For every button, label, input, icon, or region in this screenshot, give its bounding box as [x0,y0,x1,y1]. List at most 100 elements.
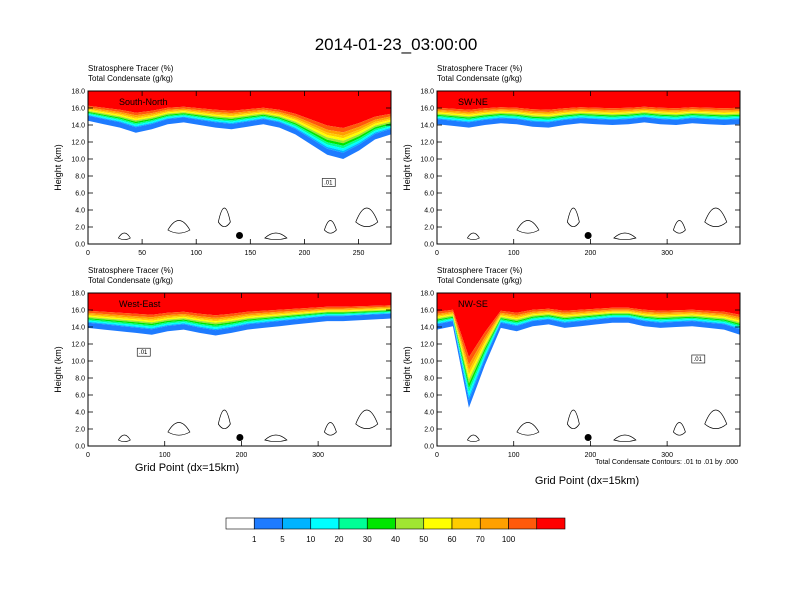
y-tick-label: 12.0 [420,140,434,147]
tracer-band-1 [437,293,740,358]
panel-subtitle-tracer: Stratosphere Tracer (%) [437,64,523,73]
y-tick-label: 18.0 [420,291,434,298]
condensate-contour [355,207,379,228]
x-tick-label: 100 [508,250,520,257]
y-tick-label: 10.0 [71,359,85,366]
condensate-contour [466,232,480,241]
x-tick-label: 50 [138,250,146,257]
x-tick-label: 100 [159,452,171,459]
colorbar-swatch [451,517,481,530]
condensate-contours [466,207,728,241]
plot-frame [436,292,741,447]
tracer-band-10 [88,115,391,153]
contour-label: .01 [139,350,148,356]
tracer-band-4 [88,108,391,139]
panel-subtitle-tracer: Stratosphere Tracer (%) [437,266,523,275]
y-tick-label: 4.0 [424,208,434,215]
tracer-field [88,293,391,336]
condensate-contour [673,422,686,436]
panel-1: 0.0 2.0 4.0 6.0 8.0 10.0 12.0 14.0 16.0 18.0 0 50 10… [53,64,392,257]
plot-frame [436,90,741,245]
x-axis-label-left: Grid Point (dx=15km) [135,462,239,474]
panel-subtitle-condensate: Total Condensate (g/kg) [437,276,522,285]
panel-3: 0.0 2.0 4.0 6.0 8.0 10.0 12.0 14.0 16.0 18.0 0 100 2… [53,266,392,459]
x-tick-label: 100 [190,250,202,257]
location-marker [236,232,243,239]
y-tick-label: 4.0 [75,208,85,215]
colorbar-label: 60 [448,535,457,544]
panel-direction-label: South-North [119,97,168,107]
contour-label-box [321,178,336,187]
condensate-contour [613,434,637,443]
y-tick-label: 14.0 [71,123,85,130]
y-tick-label: 0.0 [424,242,434,249]
panel-2: 0.0 2.0 4.0 6.0 8.0 10.0 12.0 14.0 16.0 18.0 0 100 2… [402,64,741,257]
tracer-band-8 [437,114,740,121]
y-tick-label: 16.0 [71,308,85,315]
figure-title: 2014-01-23_03:00:00 [315,35,478,54]
y-tick-label: 18.0 [71,89,85,96]
x-tick-label: 200 [299,250,311,257]
tracer-band-9 [88,113,391,151]
y-tick-label: 10.0 [71,157,85,164]
contour-label: .01 [694,357,703,363]
y-tick-label: 16.0 [420,308,434,315]
tracer-band-10 [88,313,391,331]
condensate-contour [673,220,686,234]
tracer-band-8 [88,112,391,149]
condensate-contour [566,207,580,228]
x-axis-label-right: Grid Point (dx=15km) [535,475,639,487]
colorbar-swatch [366,517,396,530]
x-tick-label: 300 [661,452,673,459]
x-tick-label: 200 [585,250,597,257]
condensate-contour [264,434,288,443]
condensate-contour [566,409,580,430]
panel-subtitle-condensate: Total Condensate (g/kg) [88,74,173,83]
tracer-band-4 [88,307,391,322]
colorbar-label: 70 [476,535,485,544]
tracer-band-11 [437,117,740,128]
condensate-contours [117,409,379,443]
y-tick-label: 16.0 [71,106,85,113]
tracer-band-6 [88,110,391,144]
tracer-band-10 [437,317,740,401]
tracer-band-7 [437,313,740,388]
x-tick-label: 150 [244,250,256,257]
tracer-band-11 [88,313,391,336]
x-tick-label: 100 [508,452,520,459]
condensate-contour [324,422,337,436]
y-tick-label: 6.0 [424,393,434,400]
colorbar-swatch [225,517,255,530]
x-tick-label: 200 [236,452,248,459]
tracer-band-2 [437,106,740,112]
tracer-band-11 [437,317,740,408]
colorbar-swatch [479,517,509,530]
y-tick-label: 6.0 [75,393,85,400]
tracer-band-5 [88,109,391,141]
y-tick-label: 10.0 [420,359,434,366]
y-axis-label: Height (km) [402,346,412,393]
tracer-band-2 [437,307,740,365]
panel-subtitle-condensate: Total Condensate (g/kg) [437,74,522,83]
tracer-field [437,91,740,128]
condensate-contour [355,409,379,430]
contour-note: Total Condensate Contours: .01 to .01 by… [595,459,738,466]
y-tick-label: 14.0 [420,325,434,332]
y-tick-label: 14.0 [71,325,85,332]
y-tick-label: 14.0 [420,123,434,130]
colorbar-label: 1 [252,535,257,544]
tracer-band-1 [88,91,391,128]
tracer-band-5 [88,308,391,323]
condensate-contour [324,220,337,234]
colorbar-label: 30 [363,535,372,544]
y-tick-label: 6.0 [424,191,434,198]
condensate-contour [613,232,637,241]
condensate-contours [117,207,379,241]
tracer-band-2 [88,105,391,133]
y-tick-label: 18.0 [420,89,434,96]
tracer-band-6 [437,112,740,118]
y-axis-label: Height (km) [402,144,412,191]
tracer-field [437,293,740,408]
tracer-band-3 [437,309,740,371]
